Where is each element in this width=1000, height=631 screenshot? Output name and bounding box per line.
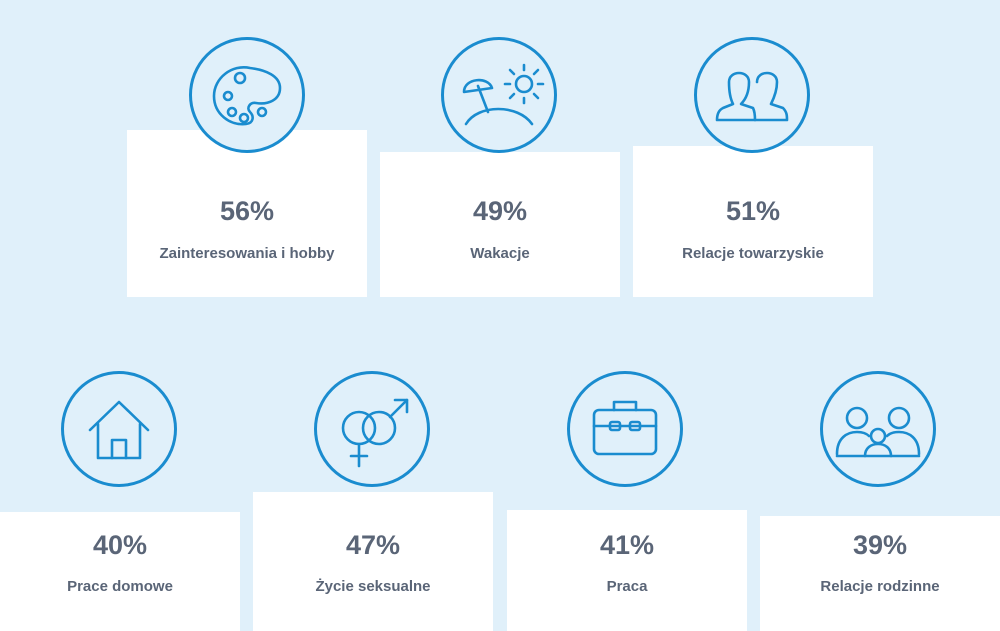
gender-symbols-icon — [314, 371, 430, 487]
category-label: Relacje towarzyskie — [682, 245, 824, 262]
card-vacation: 49% Wakacje — [380, 152, 620, 297]
category-label: Relacje rodzinne — [820, 578, 940, 595]
category-label: Zainteresowania i hobby — [159, 245, 335, 262]
card-social: 51% Relacje towarzyskie — [633, 146, 873, 297]
briefcase-icon — [567, 371, 683, 487]
palette-icon — [189, 37, 305, 153]
percent-value: 49% — [472, 196, 528, 226]
percent-value: 40% — [92, 530, 148, 560]
beach-umbrella-sun-icon — [441, 37, 557, 153]
card-sex-life: 47% Życie seksualne — [253, 492, 493, 631]
people-icon — [694, 37, 810, 153]
house-icon — [61, 371, 177, 487]
category-label: Prace domowe — [67, 578, 173, 595]
card-hobbies: 56% Zainteresowania i hobby — [127, 130, 367, 297]
percent-value: 47% — [345, 530, 401, 560]
category-label: Wakacje — [470, 245, 530, 262]
percent-value: 51% — [725, 196, 781, 226]
percent-value: 39% — [852, 530, 908, 560]
category-label: Życie seksualne — [315, 578, 431, 595]
card-housework: 40% Prace domowe — [0, 512, 240, 631]
family-icon — [820, 371, 936, 487]
percent-value: 56% — [219, 196, 275, 226]
card-work: 41% Praca — [507, 510, 747, 631]
percent-value: 41% — [599, 530, 655, 560]
category-label: Praca — [606, 578, 648, 595]
card-family: 39% Relacje rodzinne — [760, 516, 1000, 631]
